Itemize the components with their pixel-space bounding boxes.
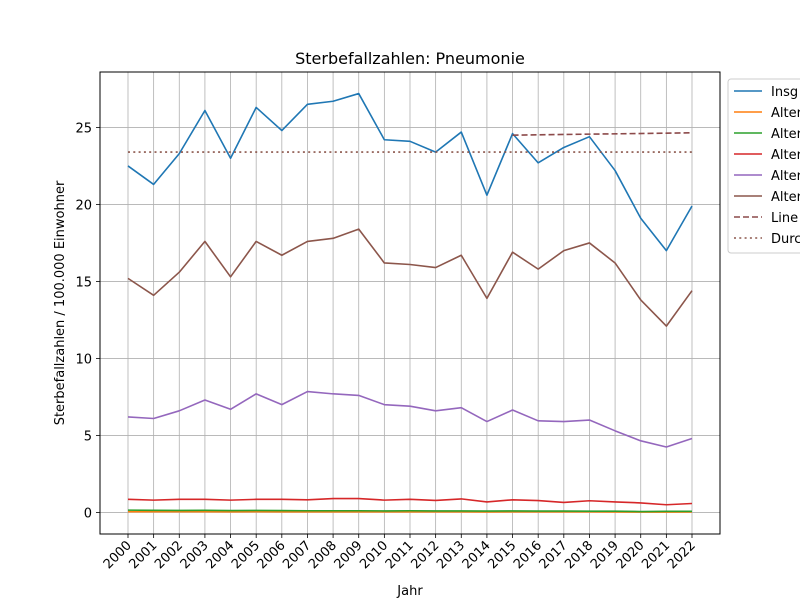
y-tick-label: 25 [75, 121, 92, 136]
legend-label-6: Line [771, 211, 798, 226]
y-tick-label: 15 [75, 275, 92, 290]
series-line-6 [512, 132, 693, 136]
legend-label-5: Alter [771, 190, 800, 205]
y-tick-label: 20 [75, 198, 92, 213]
series-line-3 [127, 497, 693, 506]
x-axis-label: Jahr [396, 584, 423, 599]
series-line-2 [127, 509, 692, 513]
series-line-4 [127, 390, 693, 448]
chart-title: Sterbefallzahlen: Pneumonie [295, 49, 525, 68]
y-axis-label: Sterbefallzahlen / 100.000 Einwohner [53, 180, 68, 425]
legend-box [727, 78, 800, 254]
series-line-5 [127, 228, 693, 327]
series-line-0 [127, 92, 693, 252]
legend: Insg Alter Alter Alter Alter Alter Line Durc [727, 78, 800, 254]
legend-label-3: Alter [771, 148, 800, 163]
legend-label-7: Durc [771, 232, 800, 247]
grid [100, 72, 720, 534]
y-tick-label: 0 [84, 506, 92, 521]
legend-label-1: Alter [771, 106, 800, 121]
y-tick-label: 5 [84, 429, 92, 444]
y-tick-label: 10 [75, 352, 92, 367]
legend-label-2: Alter [771, 127, 800, 142]
y-axis-ticks: 0 5 10 15 20 25 [75, 121, 100, 521]
series-lines [127, 92, 693, 513]
legend-label-4: Alter [771, 169, 800, 184]
legend-label-0: Insg [771, 85, 798, 100]
